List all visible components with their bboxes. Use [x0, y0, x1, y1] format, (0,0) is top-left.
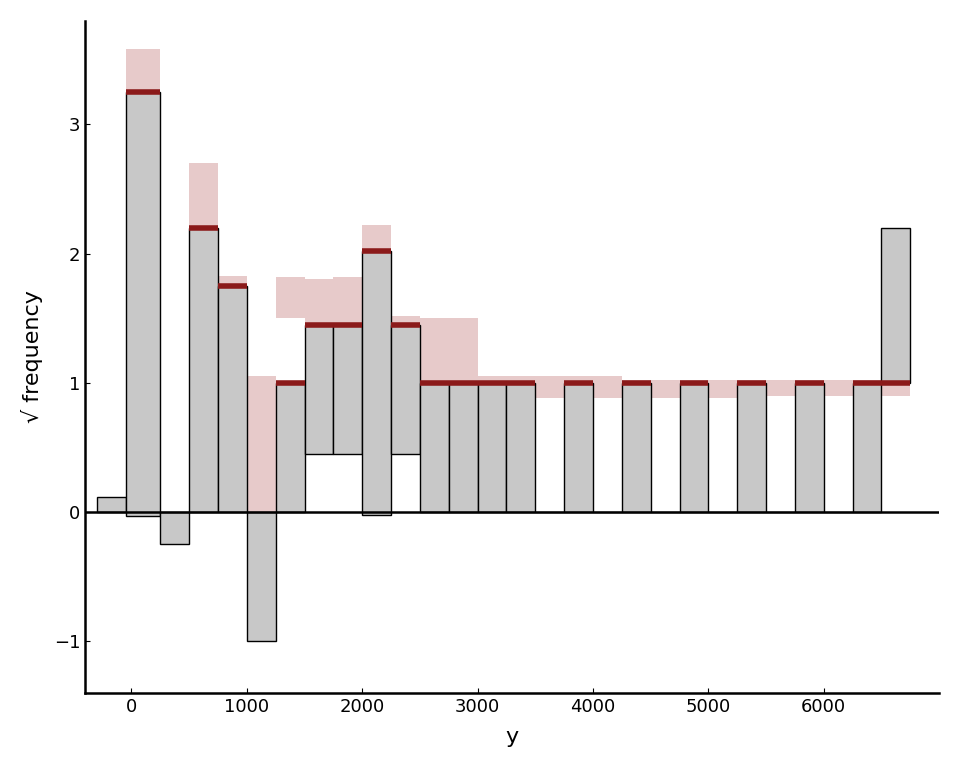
- Bar: [852, 383, 881, 512]
- Bar: [478, 376, 507, 396]
- Bar: [420, 318, 448, 383]
- Bar: [362, 251, 391, 515]
- Bar: [276, 276, 304, 318]
- Bar: [622, 383, 651, 512]
- Bar: [708, 380, 737, 399]
- Bar: [507, 383, 536, 512]
- Bar: [247, 376, 276, 512]
- Bar: [564, 383, 593, 512]
- Bar: [391, 325, 420, 454]
- X-axis label: y: y: [506, 727, 518, 747]
- Bar: [651, 380, 680, 399]
- Bar: [507, 376, 536, 399]
- Bar: [189, 228, 218, 512]
- Bar: [247, 512, 276, 641]
- Bar: [362, 225, 391, 338]
- Bar: [276, 383, 304, 512]
- Bar: [97, 497, 126, 512]
- Bar: [304, 280, 333, 325]
- Y-axis label: √ frequency: √ frequency: [21, 290, 43, 423]
- Bar: [881, 380, 910, 396]
- Bar: [333, 276, 362, 325]
- Bar: [536, 376, 564, 399]
- Bar: [218, 276, 247, 318]
- Bar: [189, 163, 218, 253]
- Bar: [680, 380, 708, 399]
- Bar: [448, 318, 478, 383]
- Bar: [795, 380, 824, 396]
- Bar: [420, 383, 448, 512]
- Bar: [593, 376, 622, 399]
- Bar: [391, 316, 420, 357]
- Bar: [126, 92, 160, 516]
- Bar: [304, 325, 333, 454]
- Bar: [737, 380, 766, 396]
- Bar: [737, 383, 766, 512]
- Bar: [448, 383, 478, 512]
- Bar: [160, 512, 189, 545]
- Bar: [824, 380, 852, 396]
- Bar: [795, 383, 824, 512]
- Bar: [622, 380, 651, 399]
- Bar: [766, 380, 795, 396]
- Bar: [126, 49, 160, 118]
- Bar: [680, 383, 708, 512]
- Bar: [333, 325, 362, 454]
- Bar: [881, 228, 910, 383]
- Bar: [218, 286, 247, 512]
- Bar: [478, 383, 507, 512]
- Bar: [852, 380, 881, 396]
- Bar: [564, 376, 593, 399]
